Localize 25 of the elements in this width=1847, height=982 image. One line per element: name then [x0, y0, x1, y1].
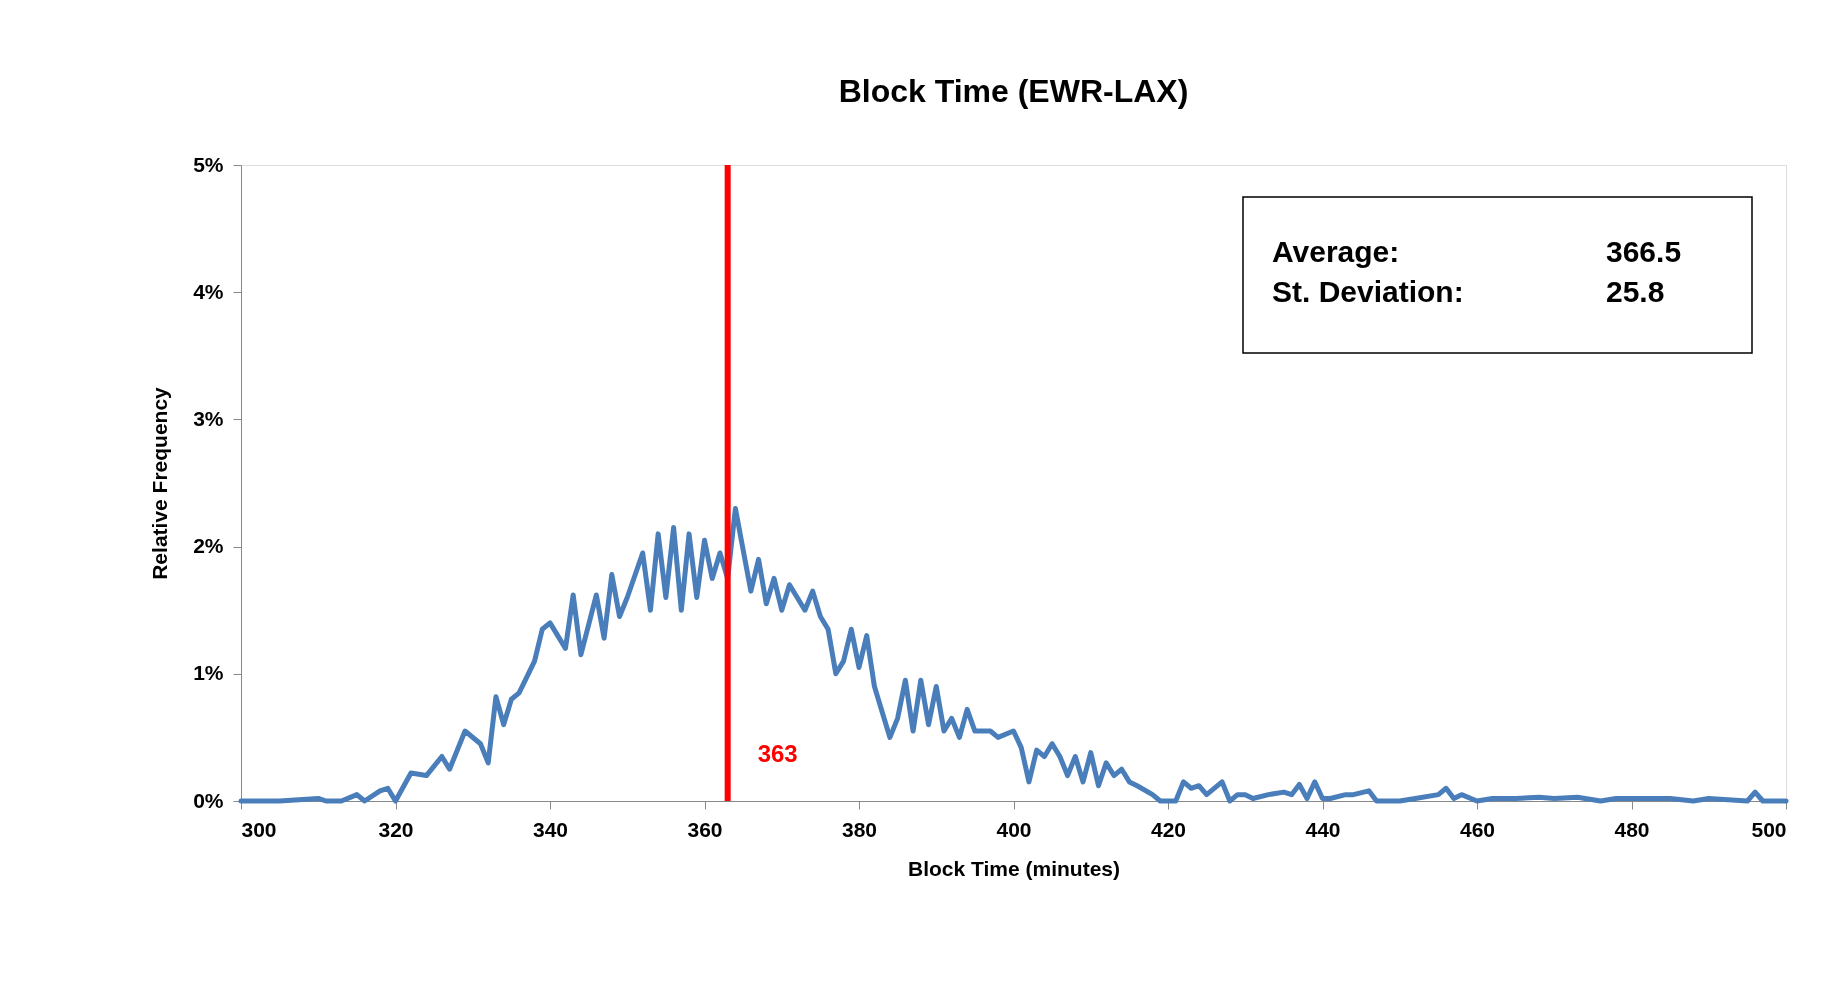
y-tick-label: 0%: [193, 788, 224, 812]
x-tick-label: 360: [687, 817, 723, 841]
annotation: 25.8: [1606, 275, 1665, 308]
y-tick-label: 1%: [193, 661, 224, 685]
y-axis-title: Relative Frequency: [148, 386, 172, 580]
annotation: St. Deviation:: [1272, 275, 1464, 308]
annotation: Average:: [1272, 235, 1400, 268]
x-axis-title: Block Time (minutes): [908, 856, 1120, 880]
y-tick-label: 4%: [193, 279, 224, 303]
x-tick-label: 300: [241, 817, 277, 841]
y-tick-label: 3%: [193, 406, 224, 430]
x-tick-label: 480: [1614, 817, 1650, 841]
x-tick-label: 420: [1150, 817, 1187, 841]
x-tick-label: 400: [996, 817, 1032, 841]
annotation: 366.5: [1606, 235, 1682, 268]
x-tick-label: 500: [1751, 817, 1787, 841]
x-tick-label: 440: [1305, 817, 1341, 841]
y-tick-label: 2%: [193, 534, 224, 558]
x-tick-label: 320: [378, 817, 414, 841]
ref-line-label: 363: [757, 740, 798, 767]
x-tick-label: 340: [532, 817, 569, 841]
chart-title: Block Time (EWR-LAX): [838, 73, 1189, 109]
y-tick-label: 5%: [193, 152, 224, 176]
x-tick-label: 380: [841, 817, 878, 841]
x-tick-label: 460: [1459, 817, 1496, 841]
